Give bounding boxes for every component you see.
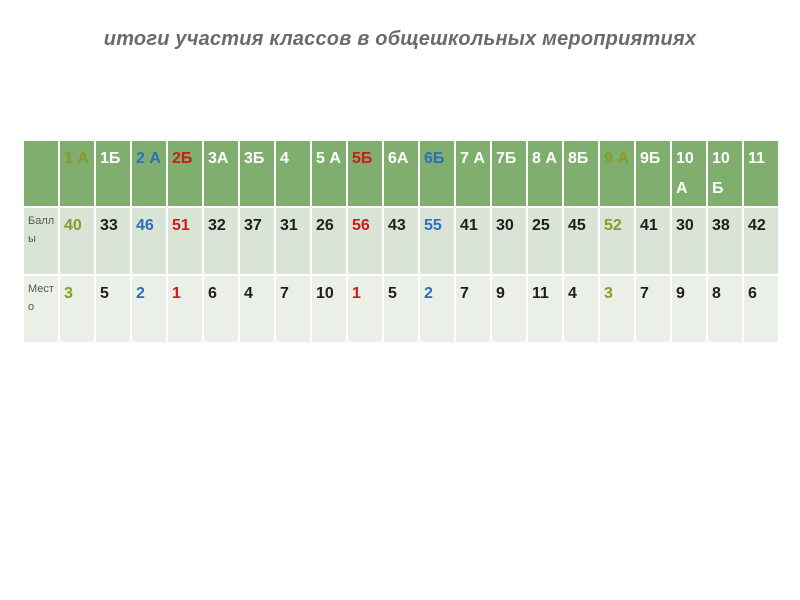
score-cell: 40 — [58, 206, 96, 276]
header-cell: 10 Б — [706, 139, 744, 208]
header-cell: 7Б — [490, 139, 528, 208]
score-cell: 45 — [562, 206, 600, 276]
place-cell: 1 — [166, 274, 204, 344]
header-cell: 2 А — [130, 139, 168, 208]
score-cell: 42 — [742, 206, 780, 276]
table-row-scores: Баллы 40 33 46 51 32 37 31 26 56 43 55 4… — [22, 206, 780, 276]
score-cell: 37 — [238, 206, 276, 276]
place-cell: 9 — [490, 274, 528, 344]
place-cell: 4 — [562, 274, 600, 344]
score-cell: 56 — [346, 206, 384, 276]
score-cell: 41 — [634, 206, 672, 276]
score-cell: 41 — [454, 206, 492, 276]
place-cell: 7 — [634, 274, 672, 344]
score-cell: 25 — [526, 206, 564, 276]
header-cell: 2Б — [166, 139, 204, 208]
place-cell: 3 — [598, 274, 636, 344]
score-cell: 51 — [166, 206, 204, 276]
header-cell: 10 А — [670, 139, 708, 208]
score-cell: 30 — [490, 206, 528, 276]
header-cell: 8Б — [562, 139, 600, 208]
header-cell: 7 А — [454, 139, 492, 208]
place-cell: 10 — [310, 274, 348, 344]
place-cell: 6 — [202, 274, 240, 344]
place-cell: 2 — [130, 274, 168, 344]
place-cell: 3 — [58, 274, 96, 344]
header-cell: 3А — [202, 139, 240, 208]
page-title: итоги участия классов в общешкольных мер… — [103, 28, 697, 50]
score-cell: 31 — [274, 206, 312, 276]
header-cell-empty — [22, 139, 60, 208]
header-cell: 9 А — [598, 139, 636, 208]
table-row-places: Место 3 5 2 1 6 4 7 10 1 5 2 7 9 11 4 3 … — [22, 274, 780, 344]
row-label-scores: Баллы — [22, 206, 60, 276]
score-cell: 38 — [706, 206, 744, 276]
header-cell: 3Б — [238, 139, 276, 208]
header-cell: 5 А — [310, 139, 348, 208]
header-cell: 1Б — [94, 139, 132, 208]
score-cell: 26 — [310, 206, 348, 276]
place-cell: 4 — [238, 274, 276, 344]
place-cell: 11 — [526, 274, 564, 344]
score-cell: 46 — [130, 206, 168, 276]
score-cell: 32 — [202, 206, 240, 276]
score-cell: 43 — [382, 206, 420, 276]
header-cell: 5Б — [346, 139, 384, 208]
header-cell: 4 — [274, 139, 312, 208]
place-cell: 5 — [94, 274, 132, 344]
score-cell: 33 — [94, 206, 132, 276]
score-cell: 52 — [598, 206, 636, 276]
score-cell: 55 — [418, 206, 456, 276]
header-cell: 1 А — [58, 139, 96, 208]
score-cell: 30 — [670, 206, 708, 276]
results-table: 1 А 1Б 2 А 2Б 3А 3Б 4 5 А 5Б 6А 6Б 7 А 7… — [22, 139, 780, 344]
place-cell: 6 — [742, 274, 780, 344]
header-cell: 9Б — [634, 139, 672, 208]
place-cell: 5 — [382, 274, 420, 344]
row-label-places: Место — [22, 274, 60, 344]
place-cell: 1 — [346, 274, 384, 344]
table-header-row: 1 А 1Б 2 А 2Б 3А 3Б 4 5 А 5Б 6А 6Б 7 А 7… — [22, 139, 780, 208]
place-cell: 7 — [274, 274, 312, 344]
header-cell: 8 А — [526, 139, 564, 208]
header-cell: 11 — [742, 139, 780, 208]
header-cell: 6Б — [418, 139, 456, 208]
place-cell: 9 — [670, 274, 708, 344]
header-cell: 6А — [382, 139, 420, 208]
place-cell: 7 — [454, 274, 492, 344]
place-cell: 8 — [706, 274, 744, 344]
place-cell: 2 — [418, 274, 456, 344]
